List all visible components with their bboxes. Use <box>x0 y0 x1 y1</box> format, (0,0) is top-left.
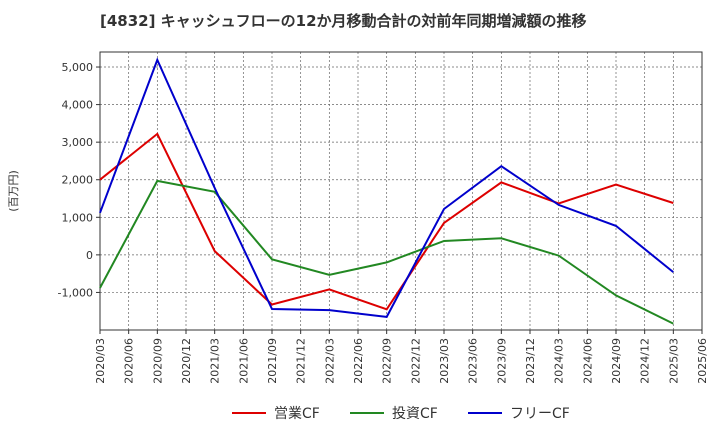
x-tick-label: 2022/12 <box>409 338 422 384</box>
legend-label: フリーCF <box>510 406 570 422</box>
series-line <box>99 179 674 325</box>
x-tick-label: 2020/03 <box>94 338 107 384</box>
y-axis-label: (百万円) <box>7 170 20 212</box>
y-tick-label: 4,000 <box>62 99 94 112</box>
x-tick-label: 2025/06 <box>696 338 709 384</box>
plot-background <box>100 52 702 330</box>
x-tick-label: 2021/09 <box>266 338 279 384</box>
x-tick-label: 2023/09 <box>495 338 508 384</box>
series-line <box>99 132 674 311</box>
x-tick-label: 2023/03 <box>438 338 451 384</box>
y-tick-label: 5,000 <box>62 61 94 74</box>
x-tick-label: 2020/06 <box>123 338 136 384</box>
y-tick-label: 1,000 <box>62 211 94 224</box>
y-tick-label: 0 <box>86 249 93 262</box>
y-tick-label: -1,000 <box>58 286 93 299</box>
chart-title: [4832] キャッシュフローの12か月移動合計の対前年同期増減額の推移 <box>100 12 587 30</box>
x-tick-label: 2022/09 <box>381 338 394 384</box>
x-tick-label: 2024/06 <box>581 338 594 384</box>
x-tick-label: 2024/12 <box>639 338 652 384</box>
x-tick-label: 2020/12 <box>180 338 193 384</box>
y-axis: -1,000 0 1,000 2,000 3,000 4,000 5,000 <box>58 61 100 299</box>
x-tick-label: 2024/03 <box>553 338 566 384</box>
x-axis: 2020/03 2020/06 2020/09 2020/12 2021/03 2021/… <box>94 330 709 384</box>
legend-label: 営業CF <box>274 406 320 422</box>
series-lines <box>99 57 674 325</box>
x-tick-label: 2021/06 <box>237 338 250 384</box>
series-line <box>99 57 674 318</box>
x-tick-label: 2023/06 <box>467 338 480 384</box>
x-tick-label: 2022/03 <box>323 338 336 384</box>
x-tick-label: 2021/12 <box>295 338 308 384</box>
x-tick-label: 2021/03 <box>209 338 222 384</box>
x-tick-label: 2024/09 <box>610 338 623 384</box>
plot-frame <box>99 51 703 331</box>
x-tick-label: 2022/06 <box>352 338 365 384</box>
y-tick-label: 2,000 <box>62 174 94 187</box>
legend: 営業CF 投資CF フリーCF <box>232 406 570 422</box>
legend-label: 投資CF <box>392 406 438 422</box>
x-tick-label: 2023/12 <box>524 338 537 384</box>
x-tick-label: 2020/09 <box>151 338 164 384</box>
grid-lines <box>100 52 702 330</box>
x-tick-label: 2025/03 <box>667 338 680 384</box>
y-tick-label: 3,000 <box>62 136 94 149</box>
